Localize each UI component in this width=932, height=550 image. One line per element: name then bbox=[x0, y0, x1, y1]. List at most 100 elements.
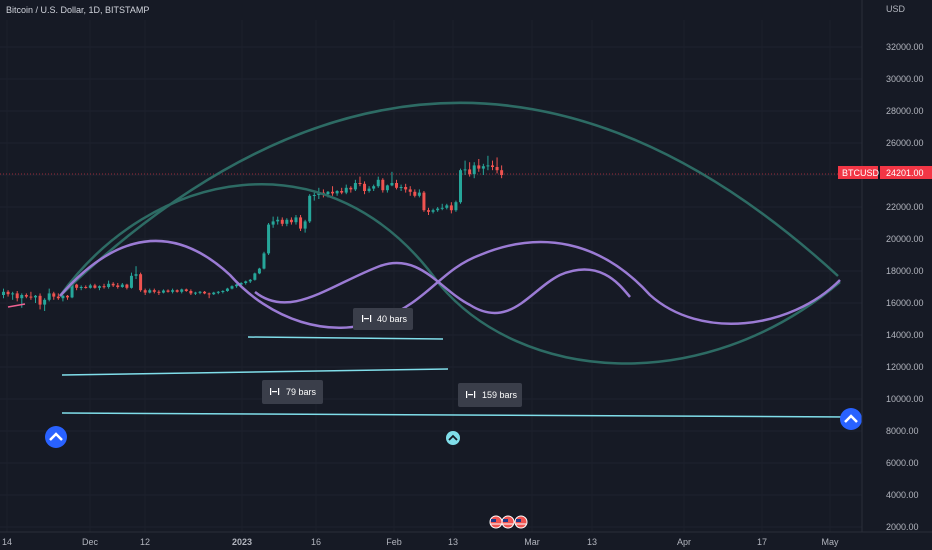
candle[interactable] bbox=[481, 163, 485, 175]
candle[interactable] bbox=[56, 293, 60, 300]
candle[interactable] bbox=[189, 289, 193, 295]
candle[interactable] bbox=[340, 187, 344, 195]
candle[interactable] bbox=[102, 283, 106, 289]
candle[interactable] bbox=[248, 279, 252, 283]
candle[interactable] bbox=[308, 194, 312, 223]
candle[interactable] bbox=[500, 165, 504, 179]
candle[interactable] bbox=[404, 183, 408, 193]
candle[interactable] bbox=[148, 288, 152, 294]
candle[interactable] bbox=[413, 189, 417, 198]
candle[interactable] bbox=[335, 190, 339, 196]
candle[interactable] bbox=[422, 191, 426, 212]
trend-line-medium[interactable] bbox=[61, 368, 449, 376]
time-axis[interactable]: 14 Dec 12 2023 16 Feb 13 Mar 13 Apr 17 May bbox=[2, 537, 839, 547]
candle[interactable] bbox=[408, 186, 412, 196]
candle[interactable] bbox=[417, 189, 421, 198]
candle[interactable] bbox=[459, 168, 462, 204]
candle[interactable] bbox=[294, 215, 298, 225]
price-axis-bg[interactable] bbox=[862, 0, 932, 550]
candle[interactable] bbox=[454, 200, 458, 212]
candle[interactable] bbox=[436, 207, 440, 212]
candle[interactable] bbox=[157, 290, 161, 295]
candle[interactable] bbox=[285, 218, 289, 227]
candle[interactable] bbox=[152, 288, 156, 294]
candle[interactable] bbox=[216, 291, 220, 295]
candle[interactable] bbox=[193, 291, 197, 295]
candle[interactable] bbox=[331, 186, 335, 196]
candle[interactable] bbox=[244, 280, 248, 285]
range-label-40[interactable]: 40 bars bbox=[353, 308, 413, 330]
candle[interactable] bbox=[235, 283, 239, 288]
candle[interactable] bbox=[490, 160, 494, 171]
candle[interactable] bbox=[427, 207, 431, 215]
candle[interactable] bbox=[120, 283, 124, 288]
candle[interactable] bbox=[449, 202, 453, 214]
arrow-up-circle-icon[interactable] bbox=[446, 431, 460, 445]
fib-arc-large[interactable] bbox=[59, 101, 839, 297]
candle[interactable] bbox=[111, 282, 115, 287]
candle[interactable] bbox=[6, 290, 10, 297]
candle[interactable] bbox=[84, 285, 88, 289]
candle[interactable] bbox=[472, 162, 476, 179]
candle[interactable] bbox=[161, 289, 165, 294]
candle[interactable] bbox=[221, 290, 225, 294]
range-label-159[interactable]: 159 bars bbox=[458, 383, 522, 407]
candle[interactable] bbox=[52, 291, 56, 300]
trend-line-long[interactable] bbox=[61, 412, 851, 418]
arrow-up-circle-icon[interactable] bbox=[45, 426, 67, 448]
us-flag-icon[interactable] bbox=[514, 515, 528, 529]
candle[interactable] bbox=[381, 178, 385, 193]
candle[interactable] bbox=[390, 171, 394, 187]
candle[interactable] bbox=[312, 192, 316, 201]
range-label-79[interactable]: 79 bars bbox=[262, 380, 323, 404]
candle[interactable] bbox=[257, 267, 261, 275]
candle[interactable] bbox=[367, 186, 371, 193]
candle[interactable] bbox=[267, 223, 271, 255]
candle[interactable] bbox=[486, 155, 490, 171]
fib-arc-lower[interactable] bbox=[58, 183, 841, 365]
candle[interactable] bbox=[440, 203, 444, 211]
candle[interactable] bbox=[143, 288, 147, 295]
candle[interactable] bbox=[88, 283, 92, 289]
candle[interactable] bbox=[175, 289, 179, 293]
candle[interactable] bbox=[358, 176, 362, 187]
candle[interactable] bbox=[139, 272, 143, 292]
candle[interactable] bbox=[79, 285, 83, 291]
candle[interactable] bbox=[184, 288, 188, 292]
candle[interactable] bbox=[372, 184, 376, 191]
cycle-arc-1[interactable] bbox=[59, 239, 841, 329]
candle[interactable] bbox=[2, 288, 5, 299]
candle[interactable] bbox=[207, 292, 211, 299]
candle[interactable] bbox=[97, 285, 101, 291]
candle[interactable] bbox=[20, 293, 24, 308]
candle[interactable] bbox=[271, 216, 275, 228]
candle[interactable] bbox=[431, 208, 435, 214]
candle[interactable] bbox=[344, 184, 348, 195]
candle[interactable] bbox=[116, 283, 120, 289]
candle[interactable] bbox=[299, 215, 303, 231]
candle[interactable] bbox=[376, 176, 380, 188]
candle[interactable] bbox=[463, 160, 467, 175]
candle[interactable] bbox=[385, 184, 389, 193]
candle[interactable] bbox=[363, 181, 367, 195]
us-flag-icon[interactable] bbox=[501, 515, 515, 529]
cycle-arc-2[interactable] bbox=[254, 261, 631, 315]
trend-line-short[interactable] bbox=[247, 336, 444, 340]
candle-layer[interactable] bbox=[2, 155, 504, 311]
candle[interactable] bbox=[399, 184, 403, 191]
candle[interactable] bbox=[253, 272, 257, 281]
candle[interactable] bbox=[198, 291, 202, 295]
candle[interactable] bbox=[38, 293, 42, 310]
candle[interactable] bbox=[107, 280, 111, 289]
candle[interactable] bbox=[280, 217, 284, 227]
candle[interactable] bbox=[303, 219, 307, 233]
candle[interactable] bbox=[15, 291, 19, 302]
candle[interactable] bbox=[33, 295, 37, 303]
candle[interactable] bbox=[171, 288, 175, 294]
candle[interactable] bbox=[166, 289, 170, 293]
candle[interactable] bbox=[212, 291, 216, 295]
candle[interactable] bbox=[43, 298, 47, 311]
candle[interactable] bbox=[225, 287, 229, 292]
candle[interactable] bbox=[129, 272, 133, 289]
